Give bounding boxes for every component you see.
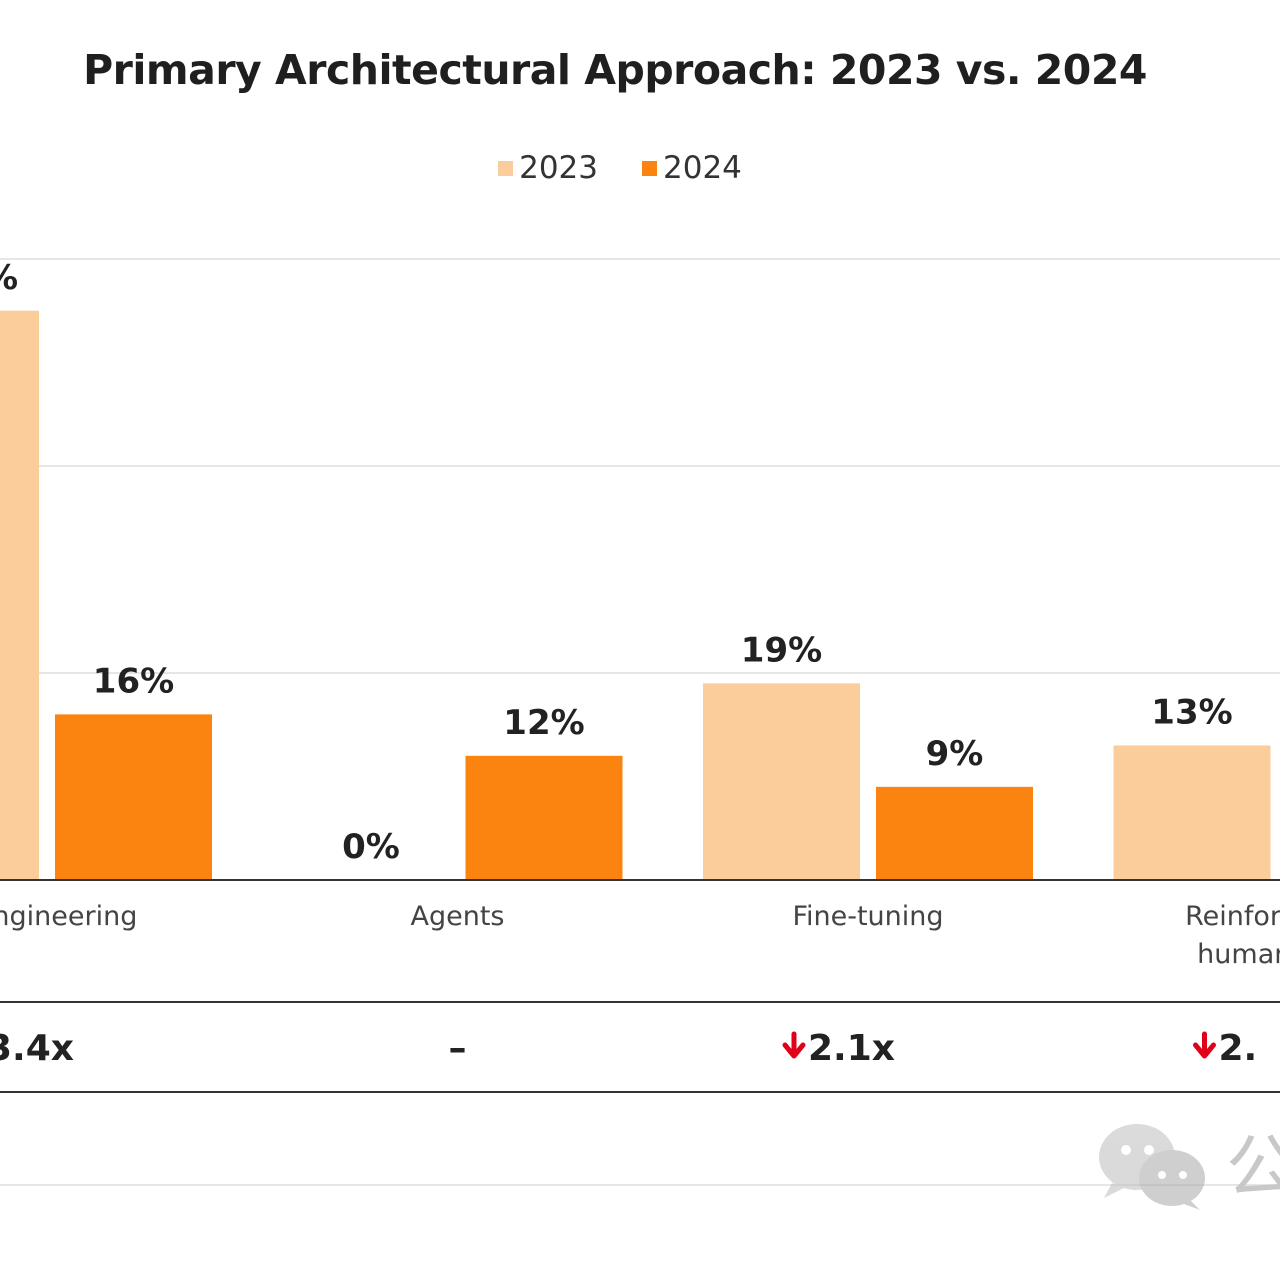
wechat-eye-front-1 (1179, 1171, 1187, 1179)
data-label-2023-1: 0% (342, 827, 400, 867)
data-label-2024-1: 12% (503, 703, 584, 743)
wechat-eye-front-0 (1158, 1171, 1166, 1179)
wechat-bubble-back-tail (1104, 1183, 1124, 1198)
category-label-1-0: Agents (411, 901, 505, 932)
legend-swatch-2023 (498, 160, 514, 176)
chart-title: Primary Architectural Approach: 2023 vs.… (83, 46, 1147, 94)
data-label-2024-2: 9% (926, 734, 984, 774)
legend-label-2024: 2024 (663, 150, 742, 186)
legend-item-2023: 2023 (498, 150, 598, 186)
change-value-1: – (449, 1028, 467, 1069)
bar-2024-2 (876, 786, 1033, 880)
wechat-bubble-front (1139, 1150, 1205, 1206)
bar-2024-1 (465, 755, 623, 880)
category-label-3-0: Reinforcemen (1185, 901, 1280, 932)
down-arrow-icon-3 (1193, 1031, 1216, 1059)
data-label-2023-0: % (0, 258, 18, 298)
watermark-text: 公 (1226, 1127, 1280, 1209)
change-cell-1: – (449, 1028, 467, 1069)
chart-legend: 2023 2024 (0, 150, 1240, 186)
wechat-eye-back-1 (1144, 1145, 1154, 1155)
wechat-bubble-front-tail (1184, 1200, 1200, 1210)
legend-swatch-2024 (642, 160, 657, 176)
bar-2024-0 (55, 714, 212, 880)
change-cell-0: 3.4x (0, 1028, 74, 1069)
wechat-eye-back-0 (1121, 1145, 1131, 1155)
change-value-3: 2. (1219, 1028, 1258, 1069)
bar-2023-3 (1113, 745, 1271, 880)
bar-2023-2 (703, 683, 860, 880)
change-value-2: 2.1x (808, 1028, 895, 1069)
change-cell-3: 2. (1193, 1028, 1258, 1069)
category-label-0-0: t engineering (0, 901, 137, 932)
data-label-2023-3: 13% (1151, 692, 1232, 732)
category-label-2-0: Fine-tuning (792, 901, 943, 932)
data-label-2024-0: 16% (93, 661, 174, 701)
legend-label-2023: 2023 (519, 150, 598, 186)
bar-2023-0 (0, 310, 39, 880)
change-cell-2: 2.1x (782, 1028, 895, 1069)
change-value-0: 3.4x (0, 1028, 74, 1069)
category-label-3-1: human feed (1197, 939, 1280, 970)
legend-item-2024: 2024 (642, 150, 742, 186)
down-arrow-icon-2 (782, 1031, 806, 1059)
data-label-2023-2: 19% (741, 630, 822, 670)
wechat-icon (1099, 1124, 1205, 1210)
